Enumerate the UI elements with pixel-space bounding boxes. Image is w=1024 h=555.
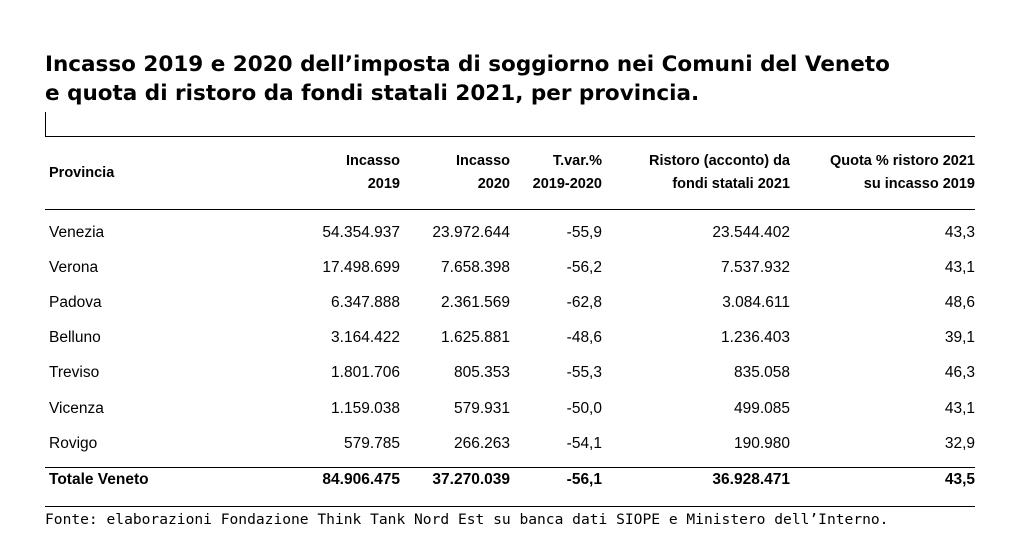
column-header-line: fondi statali 2021 bbox=[672, 176, 790, 192]
value-cell: 1.625.881 bbox=[441, 329, 510, 347]
column-header-line: T.var.% bbox=[552, 153, 602, 169]
value-cell: 43,3 bbox=[944, 223, 975, 241]
value-cell: 37.270.039 bbox=[432, 471, 510, 489]
value-cell: 39,1 bbox=[944, 329, 975, 347]
value-cell: 1.236.403 bbox=[721, 329, 790, 347]
value-cell: 43,5 bbox=[944, 471, 975, 489]
bottom-rule bbox=[45, 506, 975, 508]
column-header-line: Provincia bbox=[49, 164, 115, 181]
column-header-quota-ristoro: Quota % ristoro 2021 su incasso 2019 bbox=[790, 137, 975, 209]
value-cell: 1.801.706 bbox=[331, 364, 400, 382]
value-cell: 7.658.398 bbox=[441, 258, 510, 276]
table-title: Incasso 2019 e 2020 dell’imposta di sogg… bbox=[45, 50, 1005, 108]
value-cell: -48,6 bbox=[566, 329, 602, 347]
value-cell: 835.058 bbox=[733, 364, 790, 382]
column-header-line: 2020 bbox=[477, 176, 510, 192]
column-header-line: Incasso bbox=[456, 153, 510, 169]
province-cell: Padova bbox=[49, 293, 102, 311]
column-header-line: su incasso 2019 bbox=[863, 176, 975, 192]
value-cell: -54,1 bbox=[566, 434, 602, 452]
top-rule bbox=[45, 136, 975, 138]
column-header-line: Ristoro (acconto) da bbox=[649, 153, 790, 169]
value-cell: 6.347.888 bbox=[331, 293, 400, 311]
value-cell: 579.785 bbox=[343, 434, 400, 452]
column-header-incasso-2019: Incasso 2019 bbox=[265, 137, 400, 209]
value-cell: -56,2 bbox=[566, 258, 602, 276]
province-cell: Venezia bbox=[49, 223, 105, 241]
province-cell: Rovigo bbox=[49, 434, 98, 452]
value-cell: 23.544.402 bbox=[712, 223, 790, 241]
title-line-1: Incasso 2019 e 2020 dell’imposta di sogg… bbox=[45, 52, 890, 77]
value-cell: 84.906.475 bbox=[322, 471, 400, 489]
value-cell: -56,1 bbox=[566, 471, 602, 489]
value-cell: -55,9 bbox=[566, 223, 602, 241]
table-row: Padova 6.347.888 2.361.569 -62,8 3.084.611 48… bbox=[45, 285, 975, 320]
value-cell: 499.085 bbox=[733, 399, 790, 417]
province-cell: Belluno bbox=[49, 329, 101, 347]
value-cell: 7.537.932 bbox=[721, 258, 790, 276]
column-header-variation-pct: T.var.% 2019-2020 bbox=[510, 137, 602, 209]
title-line-2: e quota di ristoro da fondi statali 2021… bbox=[45, 81, 700, 106]
value-cell: 266.263 bbox=[453, 434, 510, 452]
province-cell: Treviso bbox=[49, 364, 100, 382]
value-cell: 54.354.937 bbox=[322, 223, 400, 241]
column-header-line: 2019 bbox=[367, 176, 400, 192]
province-cell: Totale Veneto bbox=[49, 471, 149, 489]
value-cell: -62,8 bbox=[566, 293, 602, 311]
value-cell: 43,1 bbox=[944, 258, 975, 276]
column-header-line: Incasso bbox=[346, 153, 400, 169]
value-cell: 579.931 bbox=[453, 399, 510, 417]
value-cell: 3.084.611 bbox=[722, 293, 790, 311]
column-header-line: Quota % ristoro 2021 bbox=[829, 153, 975, 169]
table-row: Rovigo 579.785 266.263 -54,1 190.980 32,9 bbox=[45, 426, 975, 461]
value-cell: 190.980 bbox=[733, 434, 790, 452]
header-row: Provincia Incasso 2019 Incasso 2020 T.var.% 20… bbox=[45, 137, 975, 209]
left-tick-line bbox=[45, 112, 46, 136]
value-cell: 46,3 bbox=[944, 364, 975, 382]
value-cell: -50,0 bbox=[566, 399, 602, 417]
table-header: Provincia Incasso 2019 Incasso 2020 T.var.% 20… bbox=[45, 137, 975, 209]
source-note: Fonte: elaborazioni Fondazione Think Tan… bbox=[45, 511, 889, 528]
value-cell: 32,9 bbox=[944, 434, 975, 452]
province-cell: Verona bbox=[49, 258, 99, 276]
value-cell: 17.498.699 bbox=[322, 258, 400, 276]
value-cell: 36.928.471 bbox=[712, 471, 790, 489]
table-row: Venezia 54.354.937 23.972.644 -55,9 23.544.4… bbox=[45, 209, 975, 250]
column-header-ristoro: Ristoro (acconto) da fondi statali 2021 bbox=[602, 137, 790, 209]
value-cell: 48,6 bbox=[944, 293, 975, 311]
province-cell: Vicenza bbox=[49, 399, 104, 417]
header-rule bbox=[45, 209, 975, 210]
total-row: Totale Veneto 84.906.475 37.270.039 -56,1 36… bbox=[45, 461, 975, 499]
value-cell: 43,1 bbox=[944, 399, 975, 417]
column-header-line: 2019-2020 bbox=[532, 176, 602, 192]
column-header-provincia: Provincia bbox=[45, 137, 265, 209]
column-header-incasso-2020: Incasso 2020 bbox=[400, 137, 510, 209]
table-body: Venezia 54.354.937 23.972.644 -55,9 23.544.4… bbox=[45, 209, 975, 499]
table-row: Vicenza 1.159.038 579.931 -50,0 499.085 43,1 bbox=[45, 391, 975, 426]
value-cell: 3.164.422 bbox=[331, 329, 400, 347]
table-row: Treviso 1.801.706 805.353 -55,3 835.058 46,3 bbox=[45, 356, 975, 391]
total-rule bbox=[45, 467, 975, 468]
value-cell: -55,3 bbox=[566, 364, 602, 382]
data-table: Provincia Incasso 2019 Incasso 2020 T.var.% 20… bbox=[45, 137, 975, 499]
table-row: Verona 17.498.699 7.658.398 -56,2 7.537.932 4… bbox=[45, 250, 975, 285]
value-cell: 1.159.038 bbox=[331, 399, 400, 417]
value-cell: 805.353 bbox=[453, 364, 510, 382]
value-cell: 23.972.644 bbox=[432, 223, 510, 241]
value-cell: 2.361.569 bbox=[441, 293, 510, 311]
table-row: Belluno 3.164.422 1.625.881 -48,6 1.236.403 3… bbox=[45, 321, 975, 356]
